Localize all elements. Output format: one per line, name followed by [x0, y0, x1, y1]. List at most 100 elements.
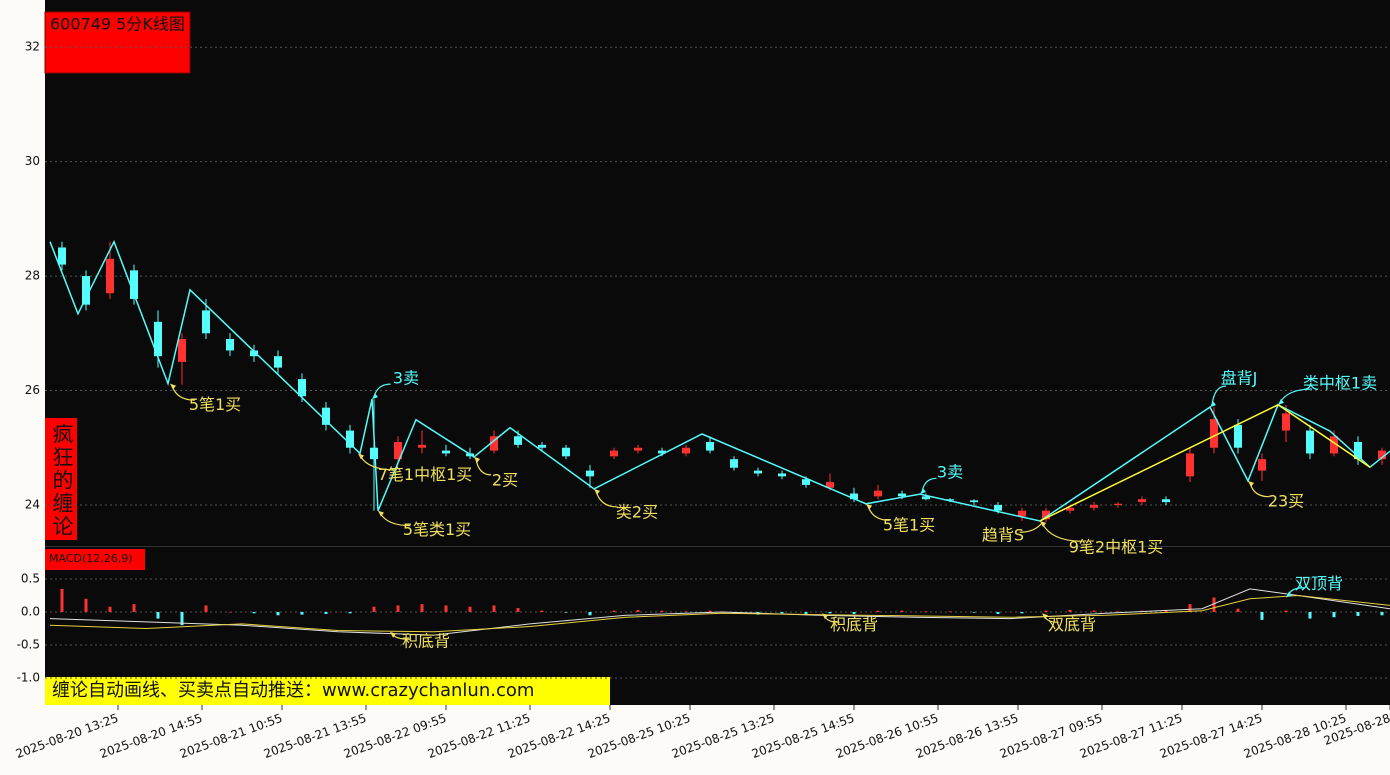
- candle-body: [322, 407, 330, 425]
- candle-body: [754, 470, 762, 474]
- macd-bar: [972, 611, 976, 613]
- annotation-label: 3卖: [937, 463, 963, 482]
- macd-bar: [636, 610, 640, 612]
- candle-body: [970, 500, 978, 503]
- macd-bar: [132, 604, 136, 612]
- candle-body: [1042, 510, 1050, 520]
- macd-bar: [1356, 611, 1360, 616]
- macd-bar: [468, 606, 472, 612]
- candle-body: [1066, 507, 1074, 511]
- candle-body: [274, 356, 282, 368]
- candle-body: [706, 442, 714, 451]
- candle-body: [634, 447, 642, 451]
- candle-body: [106, 258, 114, 294]
- candle-body: [874, 490, 882, 497]
- line-series: [49, 594, 1390, 633]
- macd-bar: [612, 610, 616, 612]
- candle-body: [514, 436, 522, 445]
- macd-bar: [828, 611, 832, 614]
- candle-body: [490, 436, 498, 451]
- annotation-label: 积底背: [402, 631, 450, 650]
- candle-body: [538, 444, 546, 448]
- macd-bar: [1116, 611, 1120, 612]
- macd-bar: [1068, 610, 1072, 612]
- line-series: [1039, 403, 1371, 522]
- arrow-head: [1248, 480, 1254, 487]
- macd-bar: [156, 611, 160, 619]
- macd-bar: [204, 605, 208, 612]
- annotation-arrow: [1211, 385, 1226, 406]
- macd-bar: [492, 605, 496, 612]
- macd-bar: [852, 611, 856, 614]
- line-series: [49, 239, 1390, 522]
- macd-bar: [108, 606, 112, 612]
- candle-body: [442, 450, 450, 454]
- candle-body: [826, 482, 834, 488]
- macd-bar: [924, 611, 928, 612]
- macd-bar: [996, 611, 1000, 614]
- macd-title: MACD(12,26,9): [49, 552, 133, 565]
- arrow-head: [822, 613, 828, 620]
- candle-body: [1186, 453, 1194, 477]
- candle-body: [370, 447, 378, 460]
- chart-title: 600749 5分K线图: [50, 15, 185, 34]
- candle-body: [250, 350, 258, 357]
- arrow-head: [170, 383, 176, 390]
- macd-bar: [1308, 611, 1312, 619]
- candle-body: [82, 276, 90, 305]
- candle-body: [1282, 413, 1290, 431]
- annotation-arrow: [1019, 522, 1043, 533]
- annotation-label: 5笔1买: [883, 515, 935, 534]
- candle-body: [1330, 436, 1338, 454]
- macd-bar: [84, 598, 88, 612]
- candle-body: [1114, 503, 1122, 505]
- macd-bar: [1284, 610, 1288, 612]
- candle-body: [226, 339, 234, 351]
- annotation-label: 23买: [1268, 491, 1304, 510]
- candle-body: [1090, 504, 1098, 508]
- macd-bar: [588, 611, 592, 616]
- arrow-head: [866, 503, 872, 510]
- macd-bar: [60, 588, 64, 612]
- arrow-head: [1286, 591, 1292, 598]
- macd-bar: [1380, 611, 1384, 616]
- candle-body: [202, 310, 210, 334]
- macd-bar: [564, 611, 568, 613]
- arrow-head: [1040, 520, 1046, 527]
- macd-bar: [180, 611, 184, 626]
- candle-body: [1258, 459, 1266, 471]
- macd-bar: [540, 610, 544, 612]
- macd-bar: [660, 610, 664, 612]
- side-label-box: [45, 418, 77, 540]
- y-tick-label: 28: [25, 269, 40, 283]
- macd-bar: [516, 608, 520, 612]
- macd-bar: [300, 611, 304, 615]
- y-tick-label: -1.0: [17, 670, 40, 684]
- chart-background: [45, 0, 1390, 705]
- candle-body: [418, 444, 426, 448]
- candle-body: [178, 339, 186, 362]
- macd-bar: [276, 611, 280, 616]
- candle-body: [1210, 419, 1218, 448]
- macd-bar: [1020, 611, 1024, 614]
- candle-body: [1306, 430, 1314, 454]
- arrow-head: [920, 488, 926, 495]
- annotation-label: 9笔2中枢1买: [1069, 537, 1164, 556]
- annotation-label: 趋背S: [982, 525, 1024, 544]
- candle-body: [1234, 424, 1242, 448]
- annotation-label: 5笔类1买: [403, 520, 471, 539]
- annotation-label: 5笔1买: [189, 395, 241, 414]
- macd-bar: [948, 611, 952, 612]
- side-label: 疯狂的缠论: [50, 423, 74, 538]
- macd-bar: [804, 611, 808, 614]
- macd-bar: [1092, 610, 1096, 612]
- candle-body: [346, 430, 354, 448]
- arrow-head: [474, 456, 480, 463]
- annotation-label: 7笔1中枢1买: [378, 465, 473, 484]
- macd-bar: [1332, 611, 1336, 618]
- candle-body: [658, 450, 666, 454]
- candle-body: [850, 493, 858, 500]
- candle-body: [1138, 499, 1146, 503]
- macd-bar: [684, 611, 688, 612]
